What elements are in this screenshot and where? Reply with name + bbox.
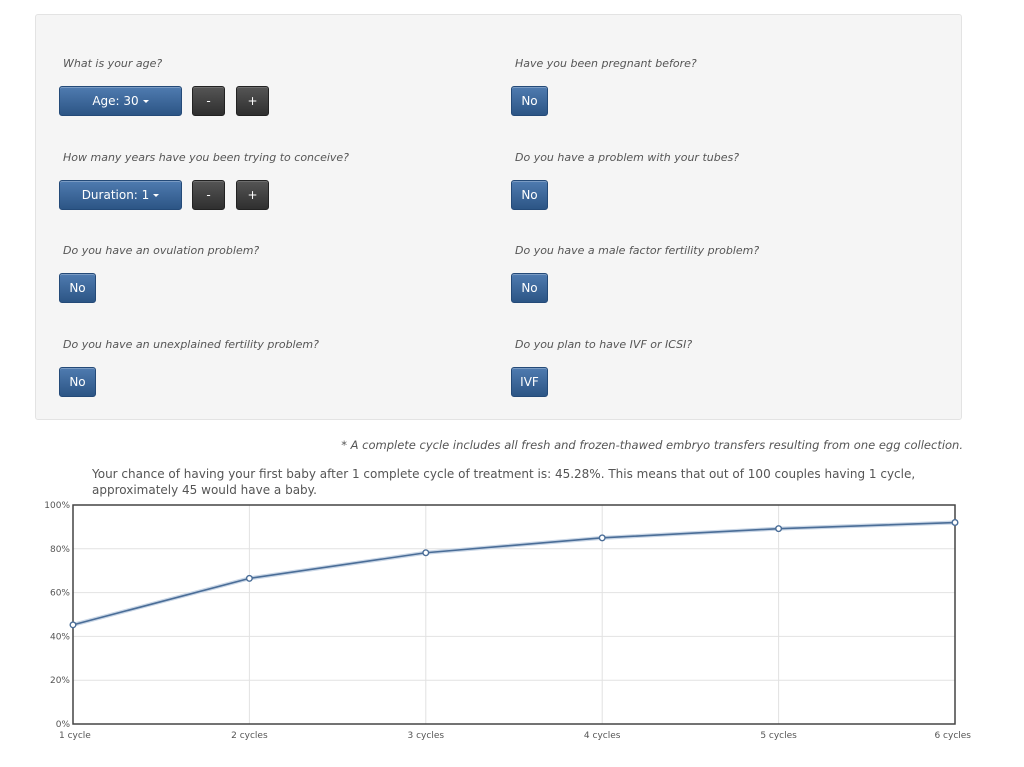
- y-tick-label: 80%: [50, 545, 70, 555]
- plot-border: [72, 504, 956, 725]
- age-dropdown-label: Age: 30: [92, 94, 139, 108]
- data-point: [69, 621, 77, 629]
- ovulation-answer-button[interactable]: No: [59, 273, 96, 303]
- duration-dropdown-label: Duration: 1: [81, 188, 150, 202]
- x-tick-label: 1 cycle: [59, 731, 91, 741]
- series-line: [72, 521, 956, 626]
- x-tick-label: 4 cycles: [584, 731, 621, 741]
- questionnaire-panel: [35, 14, 962, 420]
- pregnant-question: Have you been pregnant before?: [515, 57, 697, 70]
- age-decrement-button[interactable]: -: [192, 86, 225, 116]
- tubes-question: Do you have a problem with your tubes?: [515, 151, 740, 164]
- caret-down-icon: [153, 193, 160, 197]
- duration-decrement-button[interactable]: -: [192, 180, 225, 210]
- age-question: What is your age?: [63, 57, 163, 70]
- age-increment-button[interactable]: +: [236, 86, 269, 116]
- x-tick-label: 3 cycles: [408, 731, 445, 741]
- y-tick-label: 60%: [50, 589, 70, 599]
- data-point: [245, 574, 253, 582]
- data-point: [775, 525, 783, 533]
- cycle-footnote: * A complete cycle includes all fresh an…: [341, 438, 963, 452]
- x-tick-label: 6 cycles: [934, 731, 971, 741]
- male-factor-question: Do you have a male factor fertility prob…: [515, 244, 760, 257]
- treatment-question: Do you plan to have IVF or ICSI?: [515, 338, 693, 351]
- y-tick-label: 0%: [56, 720, 71, 730]
- treatment-answer-button[interactable]: IVF: [511, 367, 548, 397]
- ovulation-question: Do you have an ovulation problem?: [63, 244, 260, 257]
- duration-dropdown[interactable]: Duration: 1: [59, 180, 182, 210]
- y-tick-label: 100%: [44, 501, 70, 511]
- data-point: [422, 549, 430, 557]
- x-tick-label: 2 cycles: [231, 731, 268, 741]
- y-tick-label: 40%: [50, 632, 70, 642]
- duration-question: How many years have you been trying to c…: [63, 151, 350, 164]
- male-factor-answer-button[interactable]: No: [511, 273, 548, 303]
- plot-area: [73, 505, 955, 724]
- result-summary: Your chance of having your first baby af…: [92, 467, 916, 497]
- unexplained-question: Do you have an unexplained fertility pro…: [63, 338, 319, 351]
- data-point: [951, 519, 959, 527]
- tubes-answer-button[interactable]: No: [511, 180, 548, 210]
- duration-increment-button[interactable]: +: [236, 180, 269, 210]
- caret-down-icon: [142, 99, 149, 103]
- pregnant-answer-button[interactable]: No: [511, 86, 548, 116]
- unexplained-answer-button[interactable]: No: [59, 367, 96, 397]
- y-tick-label: 20%: [50, 676, 70, 686]
- x-tick-label: 5 cycles: [760, 731, 797, 741]
- data-point: [598, 534, 606, 542]
- age-dropdown[interactable]: Age: 30: [59, 86, 182, 116]
